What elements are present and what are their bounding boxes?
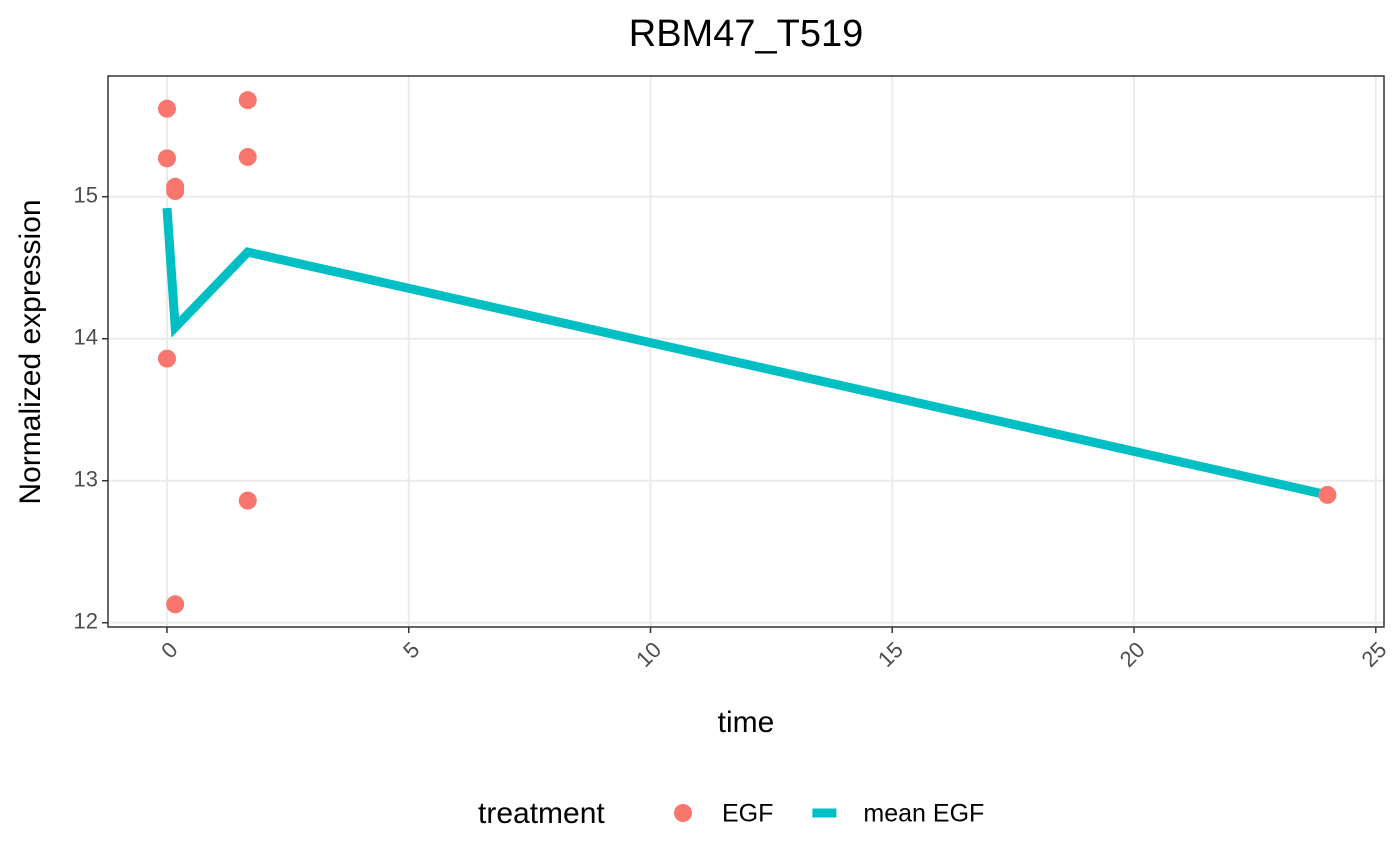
data-point <box>238 147 257 166</box>
x-axis-label: time <box>718 706 775 739</box>
legend-label: EGF <box>722 800 773 828</box>
y-tick-label: 12 <box>74 609 98 634</box>
x-tick-label: 5 <box>398 637 424 663</box>
data-point <box>157 99 176 118</box>
legend-title: treatment <box>478 797 605 830</box>
x-tick-label: 15 <box>873 637 908 672</box>
chart-title: RBM47_T519 <box>629 13 863 55</box>
x-tick-label: 20 <box>1115 637 1150 672</box>
data-point <box>166 182 185 201</box>
data-point <box>238 91 257 110</box>
y-tick-label: 14 <box>74 325 98 350</box>
data-point <box>238 491 257 510</box>
data-point <box>157 149 176 168</box>
panel-border <box>107 75 1385 628</box>
mean-line <box>162 207 1329 500</box>
y-tick-label: 13 <box>74 467 98 492</box>
x-tick-label: 25 <box>1356 637 1391 672</box>
x-tick-label: 0 <box>156 637 182 663</box>
x-tick-label: 10 <box>631 637 666 672</box>
data-point <box>166 595 185 614</box>
data-point <box>157 349 176 368</box>
y-tick-label: 15 <box>74 183 98 208</box>
y-axis-label: Normalized expression <box>14 199 47 504</box>
legend-key <box>674 804 692 822</box>
legend-label: mean EGF <box>863 800 984 828</box>
data-point <box>1318 485 1337 504</box>
